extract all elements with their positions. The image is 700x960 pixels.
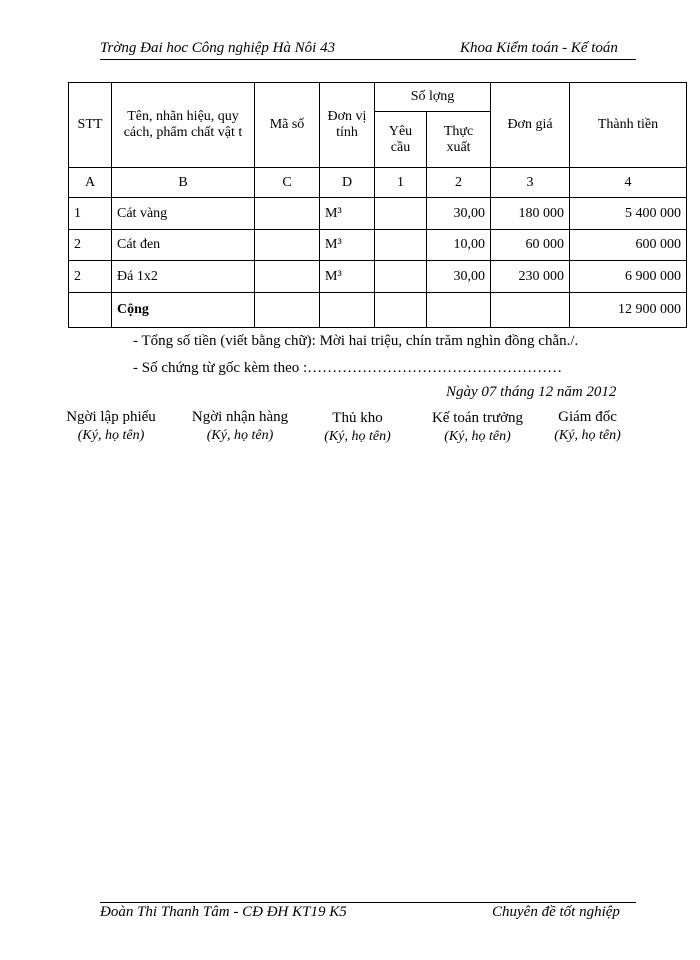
- table-row: 2 Cát đen M³ 10,00 60 000 600 000: [68, 229, 687, 261]
- amount-in-words: - Tổng số tiền (viết bằng chữ): Mời hai …: [133, 333, 579, 349]
- cell-req: [374, 197, 427, 230]
- table-row: 2 Đá 1x2 M³ 30,00 230 000 6 900 000: [68, 260, 687, 293]
- cell-amount: 5 400 000: [569, 197, 687, 230]
- footer-left: Đoàn Thi Thanh Tâm - CĐ ĐH KT19 K5: [100, 904, 347, 920]
- code-cell: 1: [374, 167, 427, 198]
- footer-right: Chuyên đề tốt nghiệp: [492, 904, 620, 920]
- code-cell: A: [68, 167, 112, 198]
- table-row: 1 Cát vàng M³ 30,00 180 000 5 400 000: [68, 197, 687, 230]
- cell-code: [254, 229, 320, 261]
- cell-price: 60 000: [490, 229, 570, 261]
- code-cell: 3: [490, 167, 570, 198]
- cell-unit: M³: [319, 229, 375, 261]
- header-left: Trờng Đai hoc Công nghiệp Hà Nôi 43: [100, 40, 336, 56]
- cell-actual: 30,00: [426, 197, 491, 230]
- footer-rule: [100, 902, 636, 903]
- cell-code: [254, 260, 320, 293]
- th-actual: Thực xuất: [426, 111, 491, 168]
- date-line: Ngày 07 tháng 12 năm 2012: [446, 384, 617, 400]
- th-name: Tên, nhãn hiệu, quy cách, phẩm chất vật …: [111, 82, 255, 168]
- cell-actual: 10,00: [426, 229, 491, 261]
- code-cell: B: [111, 167, 255, 198]
- total-row: Cộng 12 900 000: [68, 292, 687, 328]
- cell-unit: M³: [319, 197, 375, 230]
- attached-docs: - Số chứng từ gốc kèm theo :…………………………………: [133, 360, 563, 376]
- code-cell: 4: [569, 167, 687, 198]
- header-right: Khoa Kiểm toán - Kế toán: [460, 40, 618, 56]
- signature-director: Giám đốc (Ký, họ tên): [554, 409, 621, 443]
- th-code: Mã số: [254, 82, 320, 168]
- cell-code: [254, 197, 320, 230]
- cell-amount: 6 900 000: [569, 260, 687, 293]
- code-cell: 2: [426, 167, 491, 198]
- cell-stt: 2: [68, 229, 112, 261]
- cell-price: 180 000: [490, 197, 570, 230]
- cell-name: Cát đen: [111, 229, 255, 261]
- signature-preparer: Ngời lập phiếu (Ký, họ tên): [66, 409, 156, 443]
- cell-stt: 2: [68, 260, 112, 293]
- cell-name: Đá 1x2: [111, 260, 255, 293]
- th-req: Yêu cầu: [374, 111, 427, 168]
- cell-name: Cát vàng: [111, 197, 255, 230]
- signature-chief-accountant: Kế toán trưởng (Ký, họ tên): [431, 410, 524, 444]
- th-unit: Đơn vị tính: [319, 82, 375, 168]
- signature-receiver: Ngời nhận hàng (Ký, họ tên): [191, 409, 289, 443]
- th-qty: Số lợng: [374, 82, 491, 112]
- th-amount: Thành tiền: [569, 82, 687, 168]
- total-label: Cộng: [111, 292, 255, 328]
- cell-stt: 1: [68, 197, 112, 230]
- code-cell: C: [254, 167, 320, 198]
- cell-unit: M³: [319, 260, 375, 293]
- cell-req: [374, 260, 427, 293]
- code-row: A B C D 1 2 3 4: [68, 167, 687, 198]
- code-cell: D: [319, 167, 375, 198]
- cell-actual: 30,00: [426, 260, 491, 293]
- signature-storekeeper: Thủ kho (Ký, họ tên): [324, 410, 391, 444]
- cell-price: 230 000: [490, 260, 570, 293]
- th-price: Đơn giá: [490, 82, 570, 168]
- total-amount: 12 900 000: [569, 292, 687, 328]
- cell-amount: 600 000: [569, 229, 687, 261]
- th-stt: STT: [68, 82, 112, 168]
- material-table: STT Tên, nhãn hiệu, quy cách, phẩm chất …: [68, 82, 687, 328]
- cell-req: [374, 229, 427, 261]
- header-rule: [100, 59, 636, 60]
